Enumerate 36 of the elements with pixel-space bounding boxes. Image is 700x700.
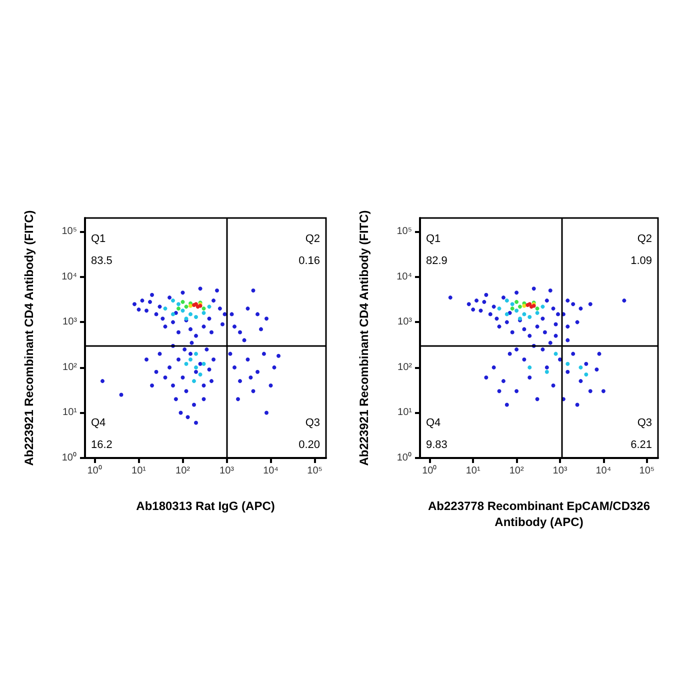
annotation: Q3 0.20 (298, 417, 320, 451)
y-tick-label: 10⁵ (396, 226, 412, 238)
y-tick-label: 10² (62, 362, 78, 373)
x-axis-title: Ab223778 Recombinant EpCAM/CD326 Antibody (APC) (428, 499, 650, 529)
x-axis-title: Ab180313 Rat IgG (APC) (136, 499, 275, 513)
x-tick-label: 10⁰ (422, 464, 438, 476)
x-tick-label: 10¹ (466, 466, 481, 476)
annotation: Q3 6.21 (630, 417, 652, 451)
y-tick-label: 10⁴ (62, 271, 77, 282)
annotation: Q4 9.83 (426, 417, 448, 451)
y-tick-label: 10³ (398, 316, 413, 328)
y-tick-label: 10⁴ (396, 271, 412, 282)
annotation: Q1 83.5 (91, 233, 112, 267)
y-tick-label: 10³ (62, 316, 78, 328)
x-tick-label: 10⁵ (639, 466, 655, 476)
annotation: Q1 82.9 (426, 233, 448, 267)
x-tick-label: 10¹ (132, 466, 147, 476)
x-tick-label: 10³ (552, 466, 568, 476)
y-tick-label: 10⁰ (396, 452, 412, 464)
y-axis-title: Ab223921 Recombinant CD4 Antibody (FITC) (357, 210, 371, 466)
x-tick-label: 10² (176, 466, 191, 476)
annotation: Q2 0.16 (298, 233, 320, 267)
y-tick-label: 10¹ (62, 407, 78, 418)
x-tick-label: 10² (509, 466, 524, 476)
annotation: Q4 16.2 (91, 417, 112, 451)
x-tick-label: 10⁴ (596, 466, 612, 476)
x-tick-label: 10³ (220, 466, 235, 476)
y-tick-label: 10² (398, 362, 413, 373)
y-tick-label: 10¹ (398, 407, 413, 418)
y-axis-title: Ab223921 Recombinant CD4 Antibody (FITC) (22, 210, 36, 466)
x-tick-label: 10⁰ (87, 464, 102, 476)
annotation: Q2 1.09 (630, 233, 652, 267)
y-tick-label: 10⁵ (62, 226, 77, 238)
y-tick-label: 10⁰ (62, 452, 77, 464)
x-tick-label: 10⁴ (263, 466, 278, 476)
x-tick-label: 10⁵ (307, 466, 322, 476)
